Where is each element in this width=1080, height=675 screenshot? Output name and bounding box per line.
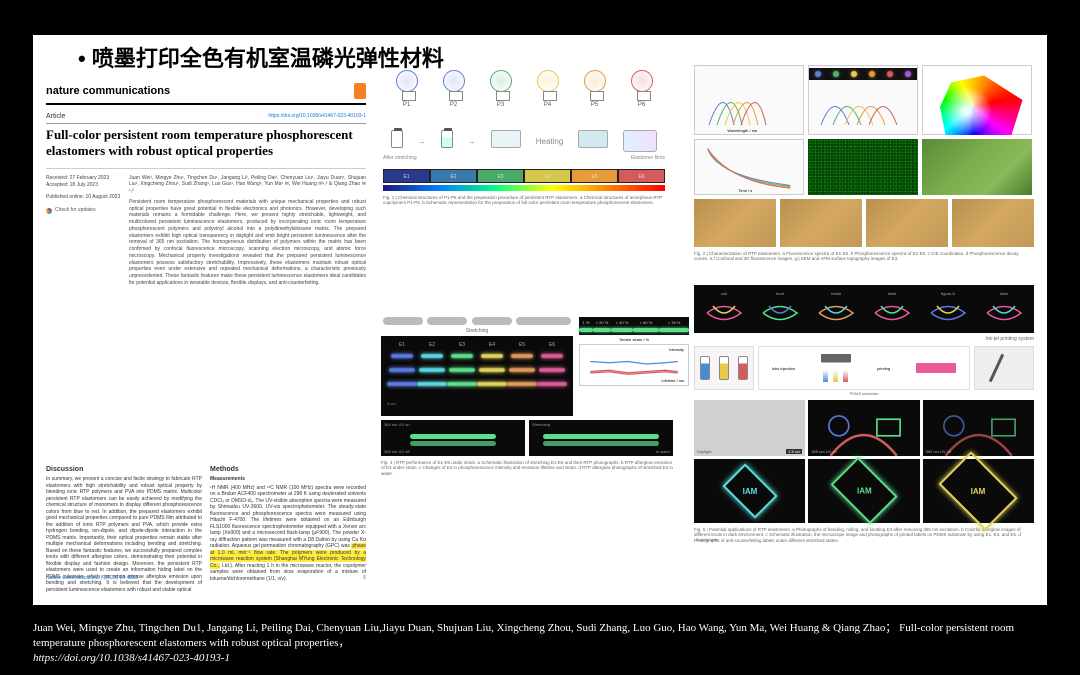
knot-image: coil xyxy=(701,291,747,327)
vial-icon xyxy=(391,130,403,148)
color-segment: E6 xyxy=(618,169,665,183)
figure-3: Stretching E1E2E3E4E5E6 3 cm 1 %< 20 %< … xyxy=(381,317,673,476)
phospho-panel xyxy=(808,65,918,135)
cie-diagram xyxy=(922,65,1032,135)
stylus-photo xyxy=(974,346,1034,390)
afm3d-image xyxy=(922,139,1032,195)
inkjet-system: Colorful inks Inks injection printing xyxy=(694,346,1034,390)
result-images: Daylight2.5 cm 365 nm UV on 365 nm UV of… xyxy=(694,400,1034,456)
molecule-icon xyxy=(584,70,606,92)
iam-label-image: IAM xyxy=(808,459,919,523)
knot-image: knot xyxy=(757,291,803,327)
article-type: Article https://doi.org/10.1038/s41467-0… xyxy=(46,113,366,124)
knots-panel: coil knot trefoil twist figure-8 helix xyxy=(694,285,1034,333)
citation: Juan Wei, Mingye Zhu, Tingchen Du1, Jang… xyxy=(33,621,1047,666)
sem-image: 1.5× xyxy=(866,199,948,247)
confocal-image: 50 μm xyxy=(808,139,918,195)
paper-column: nature communications Article https://do… xyxy=(46,83,366,583)
color-segment: E4 xyxy=(524,169,571,183)
paper-title: Full-color persistent room temperature p… xyxy=(46,127,366,160)
molecule-icon xyxy=(631,70,653,92)
open-access-icon xyxy=(354,83,366,99)
fig1-caption: Fig. 1 | Chemical structures of P1-P6 an… xyxy=(383,195,665,206)
strain-series: 1 %< 20 %< 40 %< 60 %< 78 % xyxy=(579,317,689,335)
figure-2: Wavelength / nm Time / s 50 μm 0.5×1×1.5… xyxy=(694,65,1034,262)
molecule-icon xyxy=(443,70,465,92)
substrate-icon xyxy=(916,363,956,373)
iam-label-image: IAM xyxy=(923,459,1034,523)
molecule-icon xyxy=(537,70,559,92)
page-footer: Nature Communications | (2023) 14:48395 xyxy=(46,575,366,581)
ink-vial-icon xyxy=(700,356,710,380)
vial-icon xyxy=(441,130,453,148)
stretching-box: Stretching In water xyxy=(529,420,673,456)
knot-image: figure-8 xyxy=(925,291,971,327)
color-segment: E2 xyxy=(430,169,477,183)
film-icon xyxy=(578,130,608,148)
ink-vial-icon xyxy=(738,356,748,380)
color-segment: E5 xyxy=(571,169,618,183)
figure-4: coilknottrefoiltwistfigure-8helix Ink-je… xyxy=(694,285,1034,543)
color-segment: E3 xyxy=(477,169,524,183)
molecule-icon xyxy=(490,70,512,92)
iam-label-image: IAM xyxy=(694,459,805,523)
sem-image: 1× xyxy=(780,199,862,247)
journal-name: nature communications xyxy=(46,85,170,97)
methods-body: ¹H NMR (400 MHz) and ¹³C NMR (100 MHz) s… xyxy=(210,485,366,583)
nozzle-icon xyxy=(821,354,851,382)
molecule-icon xyxy=(396,70,418,92)
knot-image: twist xyxy=(869,291,915,327)
iam-labels: IAMIAMIAM xyxy=(694,459,1034,523)
paper-dates: Received: 27 February 2023 Accepted: 18 … xyxy=(46,175,121,287)
discussion-heading: Discussion xyxy=(46,465,202,474)
uv-on-box: 365 nm UV on 365 nm UV off xyxy=(381,420,525,456)
intensity-chart: Intensity Lifetime / ms xyxy=(579,344,689,386)
paper-abstract: Juan Wei¹, Mingye Zhu¹, Tingchen Du¹, Ja… xyxy=(129,175,366,287)
ink-vial-icon xyxy=(719,356,729,380)
stretched-film-icon xyxy=(623,130,657,152)
sem-image: 0.5× xyxy=(694,199,776,247)
glow-e1-e6: E1E2E3E4E5E6 3 cm xyxy=(381,336,573,416)
sem-image: 2× xyxy=(952,199,1034,247)
decay-panel: Time / s xyxy=(694,139,804,195)
fig2-caption: Fig. 2 | Characterization of RTP elastom… xyxy=(694,251,1034,262)
color-segment: E1 xyxy=(383,169,430,183)
knot-image: helix xyxy=(981,291,1027,327)
slide-title: • 喷墨打印全色有机室温磷光弹性材料 xyxy=(78,41,444,73)
wavelength-gradient xyxy=(383,185,665,191)
slide-content: • 喷墨打印全色有机室温磷光弹性材料 nature communications… xyxy=(33,35,1047,605)
knot-image: trefoil xyxy=(813,291,859,327)
fig3-caption: Fig. 4 | RTP performance of E1-E6 under … xyxy=(381,460,673,476)
methods-heading: Methods xyxy=(210,465,366,474)
check-updates-icon xyxy=(46,208,52,214)
figure-1: P1P2P3P4P5P6 → → Heating After stretchin… xyxy=(383,70,665,206)
film-icon xyxy=(491,130,521,148)
spectra-panel: Wavelength / nm xyxy=(694,65,804,135)
